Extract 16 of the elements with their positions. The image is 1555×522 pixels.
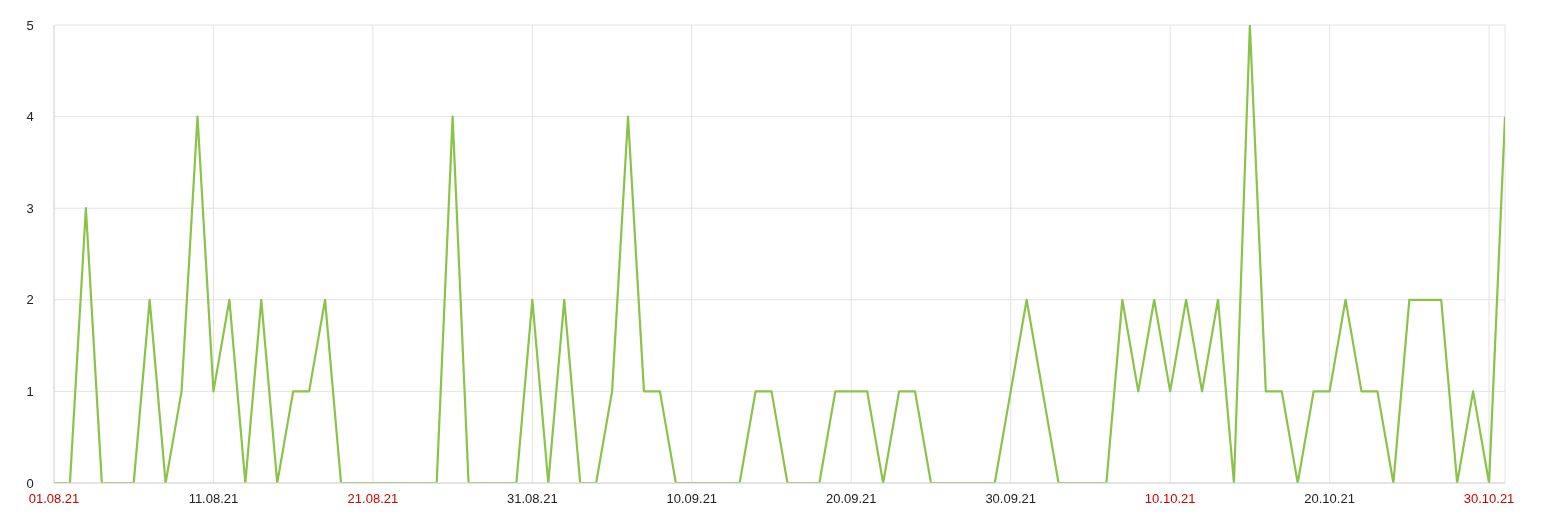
y-tick-label: 0 [26,475,34,491]
y-tick-label: 3 [26,200,34,216]
x-tick-label: 20.10.21 [1304,491,1355,506]
y-tick-label: 5 [26,17,34,33]
x-tick-label: 10.10.21 [1144,491,1196,506]
y-tick-label: 1 [26,384,34,400]
x-tick-label: 11.08.21 [188,491,239,506]
x-tick-label: 20.09.21 [825,491,877,506]
y-tick-label: 4 [26,109,34,125]
x-tick-label: 01.08.21 [28,491,80,506]
x-tick-label: 31.08.21 [507,491,558,506]
x-tick-label: 21.08.21 [347,491,399,506]
x-tick-label: 30.09.21 [985,491,1037,506]
x-tick-label: 30.10.21 [1463,491,1515,506]
x-tick-label: 10.09.21 [666,491,718,506]
y-tick-label: 2 [26,292,34,308]
